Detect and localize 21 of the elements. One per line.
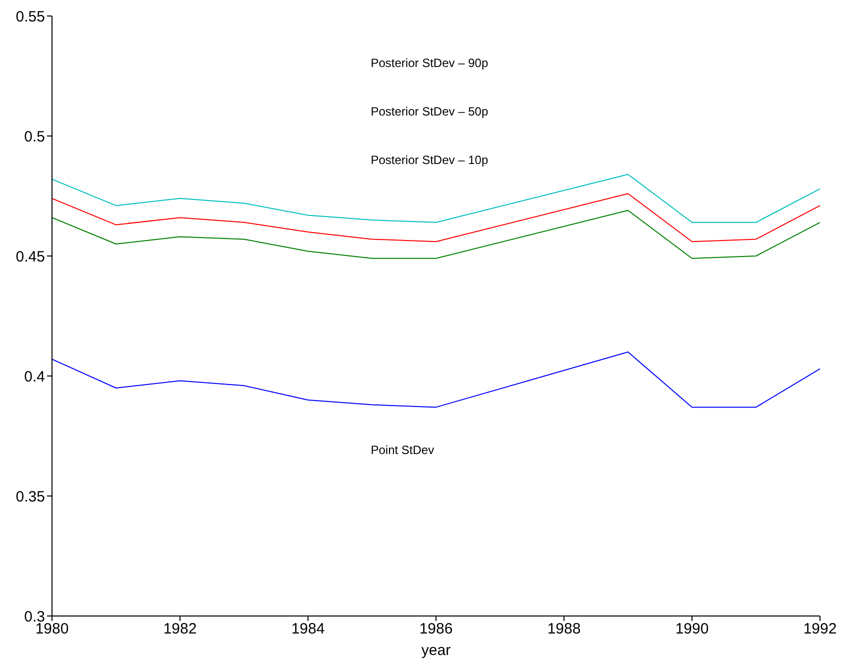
line-series (52, 193, 820, 242)
y-tick-label: 0.5 (24, 128, 45, 146)
line-series (52, 352, 820, 408)
annotation: Posterior StDev – 50p (370, 104, 488, 119)
x-tick-label: 1988 (547, 620, 581, 638)
x-tick-label: 1982 (163, 620, 197, 638)
x-tick-label: 1986 (419, 620, 453, 638)
x-tick-label: 1980 (35, 620, 69, 638)
annotation: Posterior StDev – 10p (370, 153, 488, 168)
line-series (52, 210, 820, 259)
y-tick-label: 0.4 (24, 368, 45, 386)
y-tick-label: 0.55 (16, 8, 45, 26)
x-axis-title: year (421, 642, 451, 659)
x-tick-label: 1992 (803, 620, 837, 638)
x-tick-label: 1984 (291, 620, 325, 638)
annotation: Point StDev (370, 443, 434, 458)
line-series (52, 174, 820, 223)
annotation: Posterior StDev – 90p (370, 56, 488, 70)
x-tick-label: 1990 (675, 620, 709, 638)
y-tick-label: 0.35 (16, 488, 45, 506)
y-tick-label: 0.45 (16, 248, 45, 266)
